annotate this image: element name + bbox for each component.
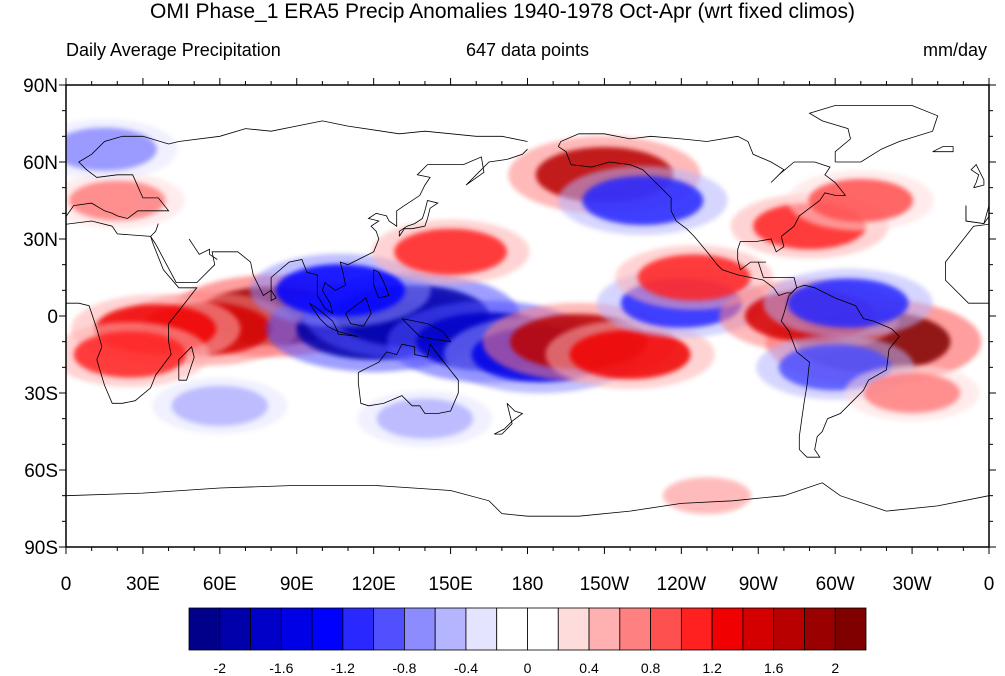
lon-labels: 0 30E 60E 90E 120E 150E 180 150W 120W 90W 60W 30W 0 <box>61 574 995 595</box>
colorbar-swatch <box>773 607 805 651</box>
coastline-newguinea <box>401 318 452 343</box>
lon-label: 150W <box>580 574 630 595</box>
coastline-madagascar <box>178 346 195 381</box>
lon-label: 90W <box>739 574 778 595</box>
lon-label: 30E <box>126 574 160 595</box>
colorbar-swatch <box>311 607 344 651</box>
left-string: Daily Average Precipitation <box>66 40 281 60</box>
anomaly-core-26 <box>171 385 269 426</box>
anomaly-core-17 <box>394 228 507 275</box>
colorbar-swatch <box>342 607 375 651</box>
lat-label: 0 <box>47 307 58 328</box>
colorbar-swatch <box>465 607 498 651</box>
coastline-srilanka <box>270 290 277 302</box>
colorbar-swatch <box>434 607 467 651</box>
colorbar-label: 1.2 <box>702 660 722 676</box>
coastline-antarctica <box>66 482 989 517</box>
anomaly-core-10 <box>569 329 691 380</box>
lon-label: 0 <box>984 574 995 595</box>
lon-label: 60E <box>203 574 237 595</box>
coastline-japan <box>398 200 439 237</box>
colorbar-swatch <box>404 607 436 651</box>
anomaly-core-25 <box>863 372 961 414</box>
lon-label: 30W <box>893 574 932 595</box>
coastline-java <box>337 331 359 337</box>
colorbar-swatch <box>804 607 836 651</box>
coastlines <box>66 105 989 517</box>
lon-label: 180 <box>512 574 544 595</box>
lon-label: 150E <box>428 574 472 595</box>
axis-ticks <box>59 78 996 554</box>
coastline-uk <box>970 163 985 189</box>
colorbar-swatch <box>834 607 867 651</box>
lon-label: 0 <box>61 574 72 595</box>
center-string: 647 data points <box>465 40 590 60</box>
right-string: mm/day <box>922 40 987 60</box>
colorbar-swatch <box>373 607 405 651</box>
coastline-borneo <box>345 297 372 327</box>
lat-label: 90S <box>24 538 58 559</box>
anomaly-core-12 <box>637 254 751 301</box>
anomaly-core-21 <box>808 178 914 223</box>
colorbar-swatch <box>527 607 559 651</box>
chart-title: OMI Phase_1 ERA5 Precip Anomalies 1940-1… <box>150 0 855 23</box>
lat-label: 30N <box>23 230 58 251</box>
colorbar-label: -2 <box>214 660 227 676</box>
colorbar-swatch <box>557 607 590 651</box>
anomaly-core-8 <box>275 264 405 317</box>
colorbar-swatch <box>650 607 682 651</box>
anomaly-core-27 <box>662 477 752 515</box>
colorbar-label: -0.8 <box>392 660 416 676</box>
colorbar-label: -1.2 <box>331 660 355 676</box>
lon-label: 90E <box>280 574 314 595</box>
coastline-iceland <box>932 146 954 153</box>
colorbar-swatch <box>742 607 775 651</box>
anomaly-core-3 <box>73 331 187 378</box>
colorbar-label: 2 <box>831 660 839 676</box>
colorbar-label: 0.8 <box>641 660 661 676</box>
coastline-philippines <box>373 269 390 299</box>
lon-label: 120W <box>657 574 707 595</box>
anomaly-core-24 <box>376 398 474 439</box>
colorbar-label: -1.6 <box>269 660 293 676</box>
anomaly-core-19 <box>582 175 704 226</box>
coastline-namerica <box>557 133 847 296</box>
colorbar-swatch <box>496 607 528 651</box>
coastline-greenland <box>808 105 939 163</box>
lon-label: 120E <box>351 574 395 595</box>
colorbar: -2 -1.6 -1.2 -0.8 -0.4 0 0.4 0.8 1.2 1.6 2 <box>188 607 867 676</box>
colorbar-swatch <box>219 607 251 651</box>
anomaly-core-22 <box>69 180 166 221</box>
anomaly-core-23 <box>66 127 157 171</box>
coastline-samerica <box>780 284 900 458</box>
coastline-asia-south <box>150 148 528 315</box>
colorbar-label: 1.6 <box>764 660 784 676</box>
lat-label: 60S <box>24 461 58 482</box>
lat-label: 30S <box>24 384 58 405</box>
colorbar-swatch <box>280 607 313 651</box>
colorbar-swatch <box>680 607 713 651</box>
colorbar-swatch <box>588 607 621 651</box>
colorbar-swatch <box>711 607 744 651</box>
lon-label: 60W <box>816 574 855 595</box>
colorbar-label: -0.4 <box>454 660 478 676</box>
coastline-africa <box>945 223 989 304</box>
colorbar-swatch <box>188 607 221 651</box>
coastline-africa <box>66 220 198 404</box>
coastline-europe <box>66 120 528 219</box>
coastline-australia <box>357 343 459 414</box>
colorbar-swatch <box>619 607 651 651</box>
lat-label: 60N <box>23 153 58 174</box>
lat-label: 90N <box>23 76 58 97</box>
colorbar-swatch <box>250 607 282 651</box>
coastline-arabia-in <box>188 238 218 260</box>
colorbar-label: 0.4 <box>579 660 599 676</box>
coastline-nz <box>494 403 524 435</box>
colorbar-label: 0 <box>524 660 532 676</box>
coastline-europe-west <box>965 205 989 225</box>
precip-anomaly-field <box>66 118 982 522</box>
lat-labels: 90N 60N 30N 0 30S 60S 90S <box>23 76 58 559</box>
